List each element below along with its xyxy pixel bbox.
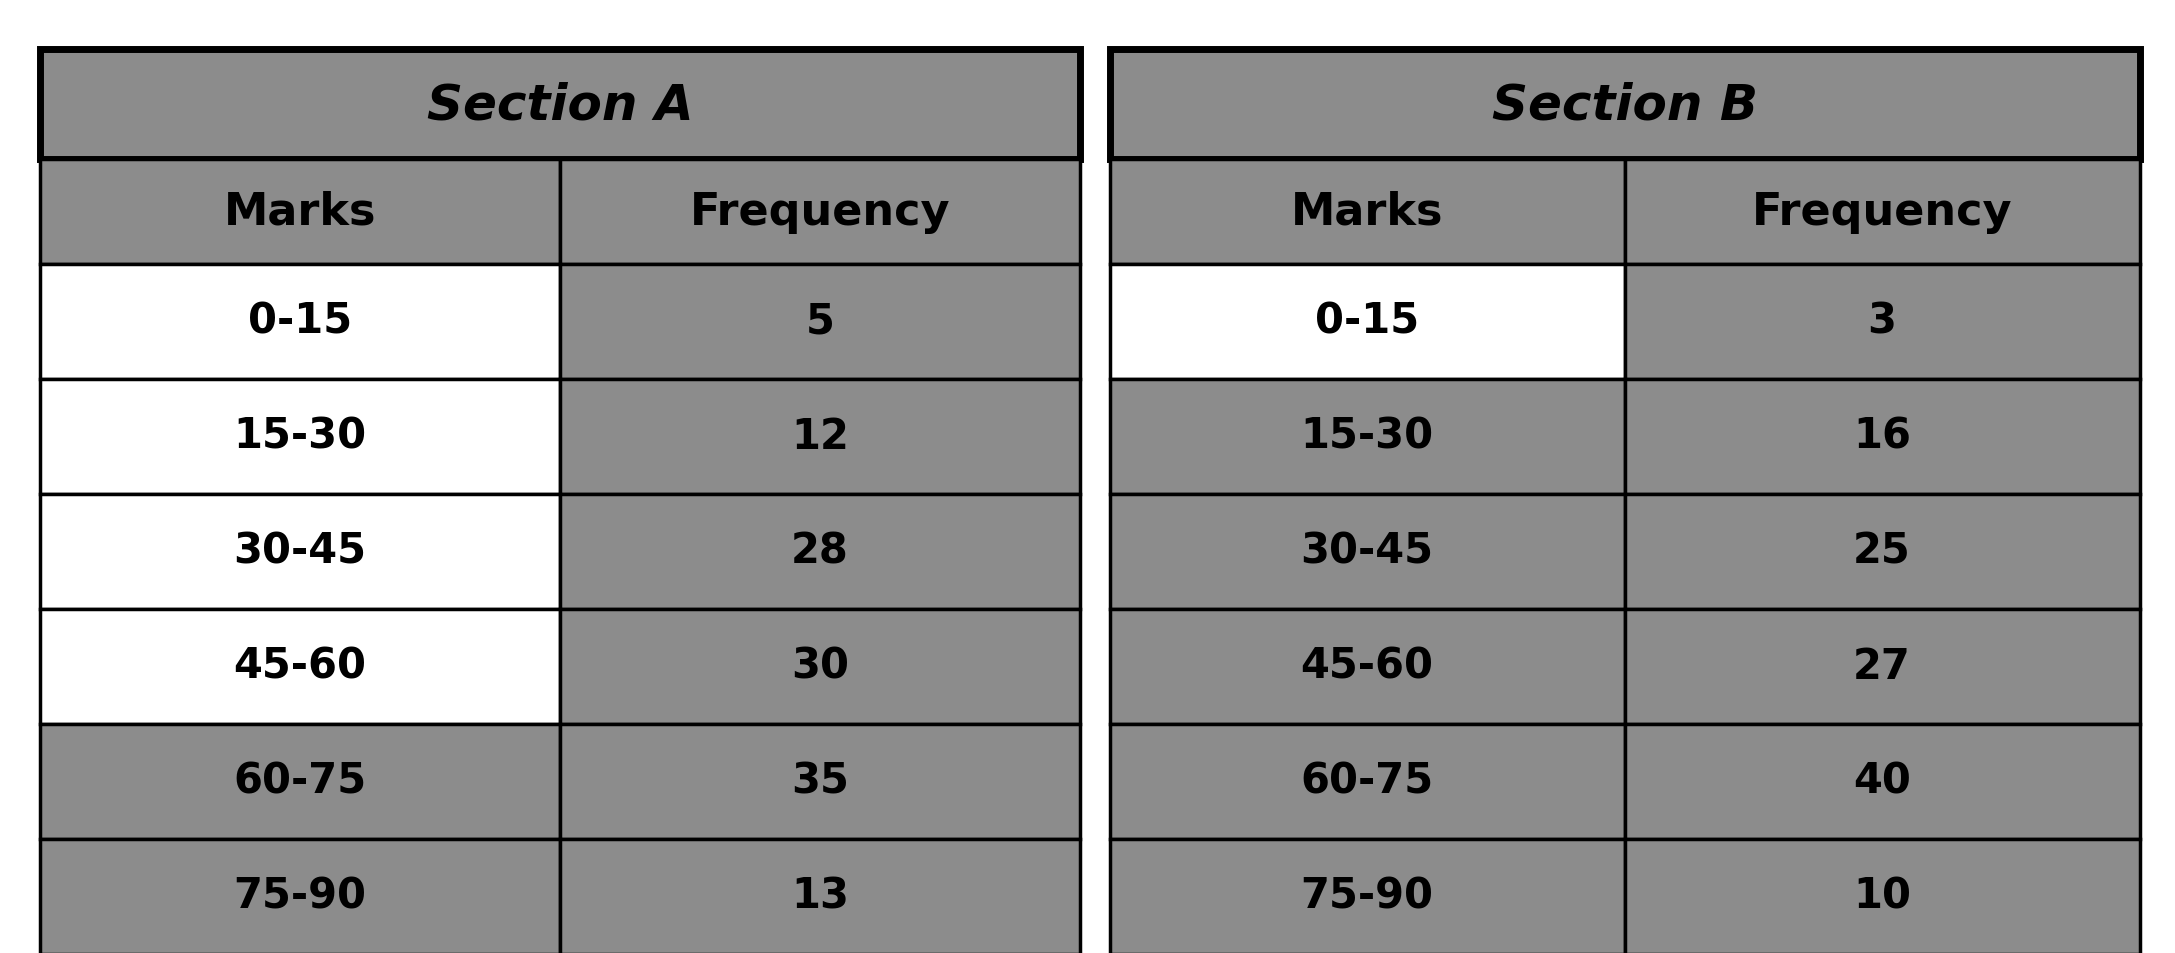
Text: 35: 35	[792, 760, 848, 802]
Bar	[559, 495, 1081, 609]
Bar	[559, 265, 1081, 379]
Bar	[1625, 840, 2140, 953]
Bar	[39, 265, 559, 379]
Text: 40: 40	[1853, 760, 1912, 802]
Bar	[39, 840, 559, 953]
Text: 15-30: 15-30	[233, 416, 368, 457]
Text: 16: 16	[1853, 416, 1912, 457]
Text: 25: 25	[1853, 531, 1912, 573]
Bar	[1625, 609, 2140, 724]
Text: Marks: Marks	[224, 191, 376, 233]
Text: 45-60: 45-60	[233, 645, 368, 687]
Bar	[1109, 160, 1625, 265]
Text: 75-90: 75-90	[1301, 875, 1433, 917]
Bar	[1625, 265, 2140, 379]
Text: 75-90: 75-90	[233, 875, 368, 917]
Bar	[559, 379, 1081, 495]
Bar	[1109, 379, 1625, 495]
Text: 60-75: 60-75	[233, 760, 368, 802]
Bar	[559, 609, 1081, 724]
Text: 45-60: 45-60	[1301, 645, 1433, 687]
Text: 15-30: 15-30	[1301, 416, 1433, 457]
Text: 13: 13	[792, 875, 848, 917]
Bar	[1625, 160, 2140, 265]
Text: 27: 27	[1853, 645, 1912, 687]
Text: 30-45: 30-45	[233, 531, 368, 573]
Text: Frequency: Frequency	[689, 191, 950, 233]
Text: Section B: Section B	[1492, 81, 1757, 129]
Bar	[1109, 50, 2140, 160]
Text: 0-15: 0-15	[248, 301, 352, 343]
Text: 60-75: 60-75	[1301, 760, 1433, 802]
Bar	[39, 160, 559, 265]
Bar	[1109, 495, 1625, 609]
Bar	[1625, 724, 2140, 840]
Text: Section A: Section A	[426, 81, 694, 129]
Bar	[1625, 379, 2140, 495]
Bar	[1109, 609, 1625, 724]
Text: Frequency: Frequency	[1751, 191, 2012, 233]
Text: 30: 30	[792, 645, 848, 687]
Text: 5: 5	[805, 301, 835, 343]
Bar	[559, 160, 1081, 265]
Bar	[39, 495, 559, 609]
Bar	[559, 724, 1081, 840]
Text: 28: 28	[792, 531, 848, 573]
Text: Marks: Marks	[1290, 191, 1444, 233]
Text: 10: 10	[1853, 875, 1912, 917]
Text: 3: 3	[1868, 301, 1897, 343]
Bar	[1109, 840, 1625, 953]
Text: 12: 12	[792, 416, 848, 457]
Text: 0-15: 0-15	[1316, 301, 1418, 343]
Bar	[39, 379, 559, 495]
Bar	[1109, 724, 1625, 840]
Bar	[39, 724, 559, 840]
Bar	[39, 50, 1081, 160]
Bar	[1625, 495, 2140, 609]
Bar	[39, 609, 559, 724]
Bar	[1109, 265, 1625, 379]
Bar	[559, 840, 1081, 953]
Text: 30-45: 30-45	[1301, 531, 1433, 573]
